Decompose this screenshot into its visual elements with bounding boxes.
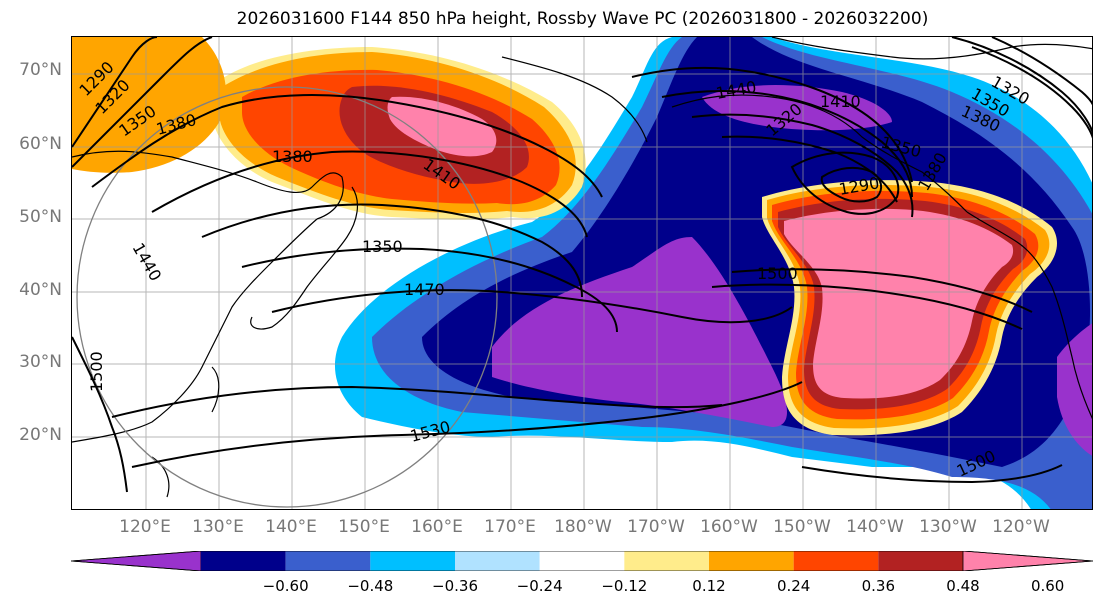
contour-label: 1500 [87, 351, 106, 392]
colorbar-tick-label: −0.24 [516, 577, 563, 595]
lat-label: 30°N [19, 352, 62, 372]
colorbar-tick-label: 0.24 [776, 577, 811, 595]
lat-label: 60°N [19, 134, 62, 154]
lon-label: 150°E [338, 517, 390, 537]
colorbar-tick-label: −0.12 [601, 577, 648, 595]
lon-label: 140°E [265, 517, 317, 537]
map-panel: 1290 1320 1350 1380 1380 1410 1350 1470 … [71, 36, 1093, 510]
colorbar-segment [793, 551, 879, 571]
lon-label: 130°W [919, 517, 977, 537]
lon-label: 120°E [119, 517, 171, 537]
height-contours [72, 37, 1092, 493]
colorbar-tick-label: 0.48 [946, 577, 980, 595]
lon-label: 160°W [700, 517, 758, 537]
negative-anomaly-east [1057, 323, 1092, 456]
lon-label: 170°W [627, 517, 685, 537]
contour-label: 1380 [272, 147, 313, 166]
colorbar-tick-label: 0.60 [1030, 577, 1065, 595]
contour-label: 1440 [129, 240, 166, 285]
lat-label: 20°N [19, 425, 62, 445]
coastlines [72, 37, 1092, 498]
contour-label: 1500 [757, 264, 798, 283]
contour-label: 1470 [404, 280, 445, 299]
lon-label: 130°E [192, 517, 244, 537]
colorbar-tick-label: −0.36 [432, 577, 478, 595]
view-circle [76, 86, 498, 508]
colorbar-segment [71, 551, 202, 571]
lat-label: 50°N [19, 207, 62, 227]
colorbar-segment [709, 551, 794, 571]
colorbar-segment [539, 551, 625, 571]
lon-label: 150°W [773, 517, 831, 537]
colorbar-segment [624, 551, 709, 571]
colorbar-segment [455, 551, 540, 571]
lon-label: 120°W [992, 517, 1050, 537]
positive-anomaly-west-peak [387, 96, 497, 157]
colorbar-segment [962, 551, 1093, 571]
lon-label: 170°E [484, 517, 536, 537]
colorbar-segment [201, 551, 286, 571]
colorbar-segment [370, 551, 455, 571]
map-canvas: 1290 1320 1350 1380 1380 1410 1350 1470 … [72, 37, 1092, 509]
colorbar-tick-label: 0.36 [861, 577, 896, 595]
lon-label: 180°W [554, 517, 612, 537]
lat-label: 70°N [19, 60, 62, 80]
colorbar-segment [285, 551, 371, 571]
lon-label: 140°W [846, 517, 904, 537]
colorbar-tick-label: −0.48 [347, 577, 394, 595]
colorbar [71, 551, 1093, 571]
positive-anomaly-topleft [72, 37, 226, 173]
colorbar-segment [878, 551, 963, 571]
map-title: 2026031600 F144 850 hPa height, Rossby W… [236, 9, 929, 29]
positive-anomaly-east-peak [784, 208, 1014, 399]
colorbar-tick-label: −0.60 [262, 577, 309, 595]
colorbar-tick-label: 0.12 [692, 577, 726, 595]
lat-label: 40°N [19, 280, 62, 300]
negative-anomaly-peak [492, 237, 787, 427]
grid-lines [72, 37, 1092, 509]
contour-label: 1410 [820, 92, 861, 111]
lon-label: 160°E [411, 517, 463, 537]
contour-label: 1350 [362, 237, 403, 256]
